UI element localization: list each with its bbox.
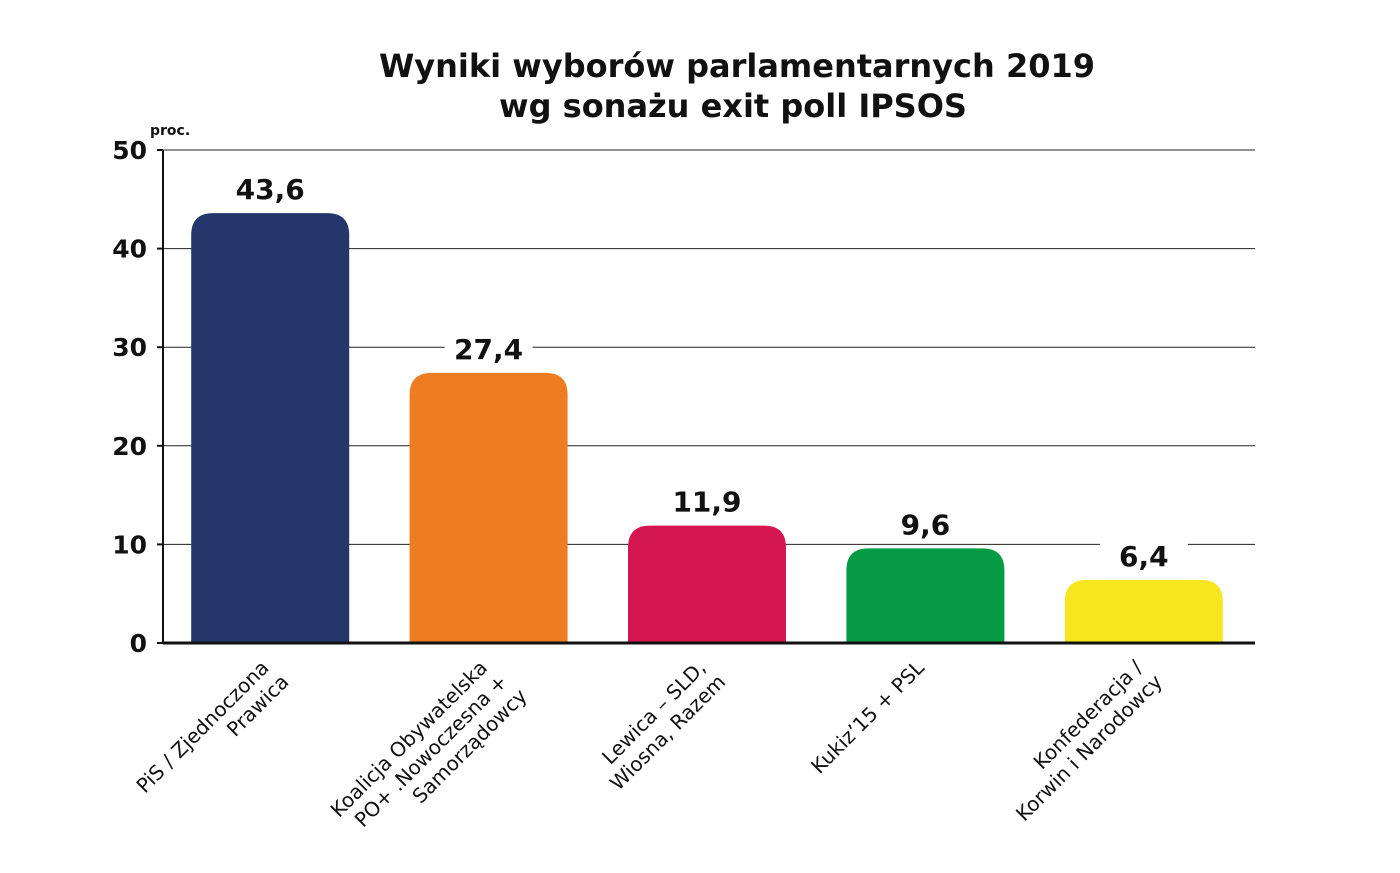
y-axis-unit-label: proc. xyxy=(150,123,190,139)
value-label-background-3 xyxy=(881,504,970,543)
bar-4 xyxy=(1064,579,1223,643)
chart-title: Wyniki wyborów parlamentarnych 2019 wg s… xyxy=(379,47,1095,125)
y-tick-label-50: 50 xyxy=(112,136,147,165)
value-label-background-1 xyxy=(444,328,533,367)
category-label-4: Konfederacja /Korwin i Narodowcy xyxy=(1011,655,1167,825)
y-tick-label-40: 40 xyxy=(112,235,147,264)
y-tick-label-20: 20 xyxy=(112,432,147,461)
y-tick-label-30: 30 xyxy=(112,333,147,362)
value-label-1: 27,4 xyxy=(454,333,523,366)
y-axis: 0 10 20 30 40 50 xyxy=(112,136,164,658)
bar-2 xyxy=(628,525,786,643)
value-labels: 43,6 27,4 11,9 9,6 6,4 xyxy=(226,169,1188,574)
value-label-background-4 xyxy=(1099,535,1188,574)
category-label-3: Kukiz’15 + PSL xyxy=(806,655,929,778)
value-label-3: 9,6 xyxy=(901,508,951,541)
bar-0 xyxy=(191,213,350,643)
category-label-3-line-0: Kukiz’15 + PSL xyxy=(806,655,929,778)
category-label-1-line-1: PO+ .Nowoczesna + xyxy=(350,670,512,832)
value-label-2: 11,9 xyxy=(672,486,741,519)
chart-title-line-1: Wyniki wyborów parlamentarnych 2019 xyxy=(379,47,1095,85)
value-label-0: 43,6 xyxy=(236,173,305,206)
category-label-4-line-1: Korwin i Narodowcy xyxy=(1011,669,1167,825)
category-label-2: Lewica – SLD,Wiosna, Razem xyxy=(597,655,730,794)
y-tick-label-0: 0 xyxy=(130,629,147,658)
chart-title-line-2: wg sonażu exit poll IPSOS xyxy=(499,87,967,125)
y-tick-label-10: 10 xyxy=(112,530,147,559)
value-label-background-0 xyxy=(226,169,315,208)
bar-1 xyxy=(409,372,568,643)
bar-3 xyxy=(846,548,1005,643)
value-label-4: 6,4 xyxy=(1119,540,1169,573)
value-label-background-2 xyxy=(663,481,751,520)
bars xyxy=(191,213,1223,643)
